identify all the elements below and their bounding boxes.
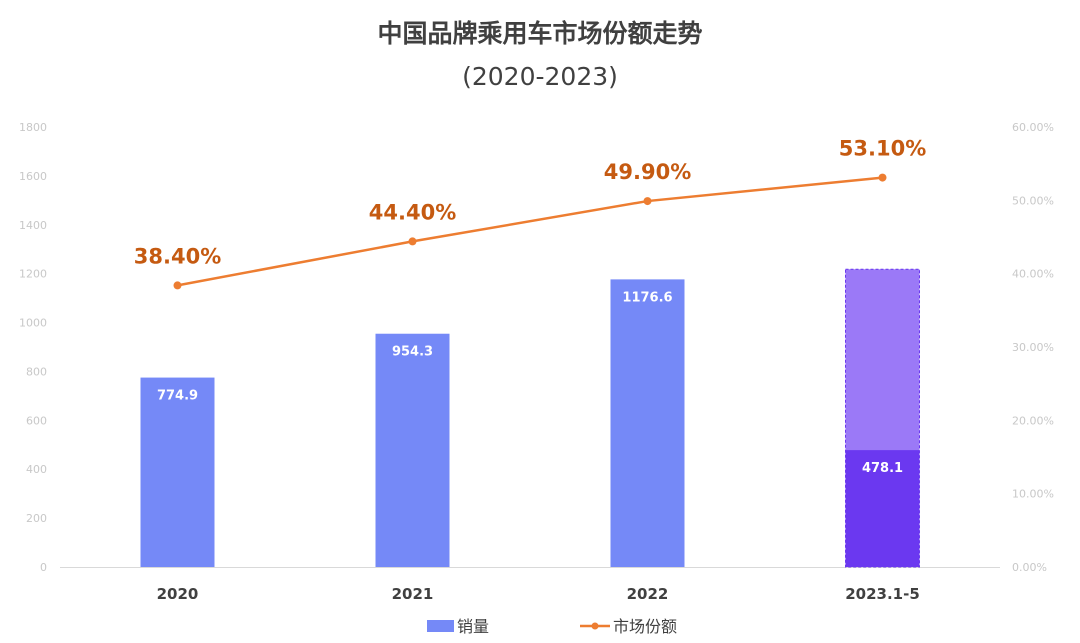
y-left-tick-label: 600 <box>26 414 47 427</box>
line-data-label: 38.40% <box>134 244 221 268</box>
y-left-tick-label: 1800 <box>19 121 47 134</box>
x-tick-label: 2020 <box>157 585 199 603</box>
y-left-tick-label: 1000 <box>19 317 47 330</box>
x-tick-label: 2021 <box>392 585 434 603</box>
line-data-label: 44.40% <box>369 200 456 224</box>
line-data-label: 49.90% <box>604 160 691 184</box>
line-point <box>878 173 887 182</box>
bar-data-label: 478.1 <box>862 461 903 476</box>
legend-swatch-marker <box>591 622 599 630</box>
bar-data-label: 774.9 <box>157 389 198 404</box>
y-left-tick-label: 400 <box>26 463 47 476</box>
y-right-tick-label: 60.00% <box>1012 121 1054 134</box>
y-right-tick-label: 20.00% <box>1012 414 1054 427</box>
legend-swatch-bar <box>427 620 454 632</box>
bar-data-label: 954.3 <box>392 345 433 360</box>
bar-data-label: 1176.6 <box>622 290 672 305</box>
y-left-tick-label: 1600 <box>19 170 47 183</box>
legend-label: 市场份额 <box>613 617 677 636</box>
line-point <box>408 237 417 246</box>
x-tick-label: 2023.1-5 <box>845 585 920 603</box>
line-data-label: 53.10% <box>839 137 926 161</box>
y-right-tick-label: 10.00% <box>1012 488 1054 501</box>
y-left-tick-label: 800 <box>26 365 47 378</box>
line-point <box>173 281 182 290</box>
y-left-tick-label: 200 <box>26 512 47 525</box>
y-right-tick-label: 0.00% <box>1012 561 1047 574</box>
y-right-tick-label: 40.00% <box>1012 268 1054 281</box>
y-left-tick-label: 0 <box>40 561 47 574</box>
chart-subtitle: (2020-2023) <box>462 62 618 91</box>
legend-label: 销量 <box>457 617 489 636</box>
x-tick-label: 2022 <box>627 585 669 603</box>
bar <box>375 333 450 567</box>
y-left-tick-label: 1400 <box>19 219 47 232</box>
chart-title: 中国品牌乘用车市场份额走势 <box>377 19 703 48</box>
bar <box>845 450 920 567</box>
y-right-tick-label: 50.00% <box>1012 194 1054 207</box>
bar <box>610 279 685 567</box>
bar <box>140 377 215 567</box>
y-left-tick-label: 1200 <box>19 268 47 281</box>
line-point <box>643 197 652 206</box>
series-line <box>177 176 883 287</box>
y-right-tick-label: 30.00% <box>1012 341 1054 354</box>
